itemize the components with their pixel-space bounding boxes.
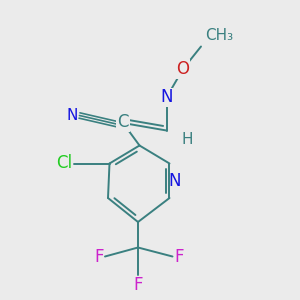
Text: O: O	[176, 60, 190, 78]
Text: F: F	[174, 248, 184, 266]
Text: F: F	[94, 248, 104, 266]
Text: C: C	[117, 113, 129, 131]
Text: H: H	[182, 132, 193, 147]
Text: CH₃: CH₃	[206, 28, 234, 44]
Text: F: F	[133, 276, 143, 294]
Text: N: N	[160, 88, 173, 106]
Text: N: N	[168, 172, 181, 190]
Text: N: N	[67, 108, 78, 123]
Text: Cl: Cl	[56, 154, 72, 172]
